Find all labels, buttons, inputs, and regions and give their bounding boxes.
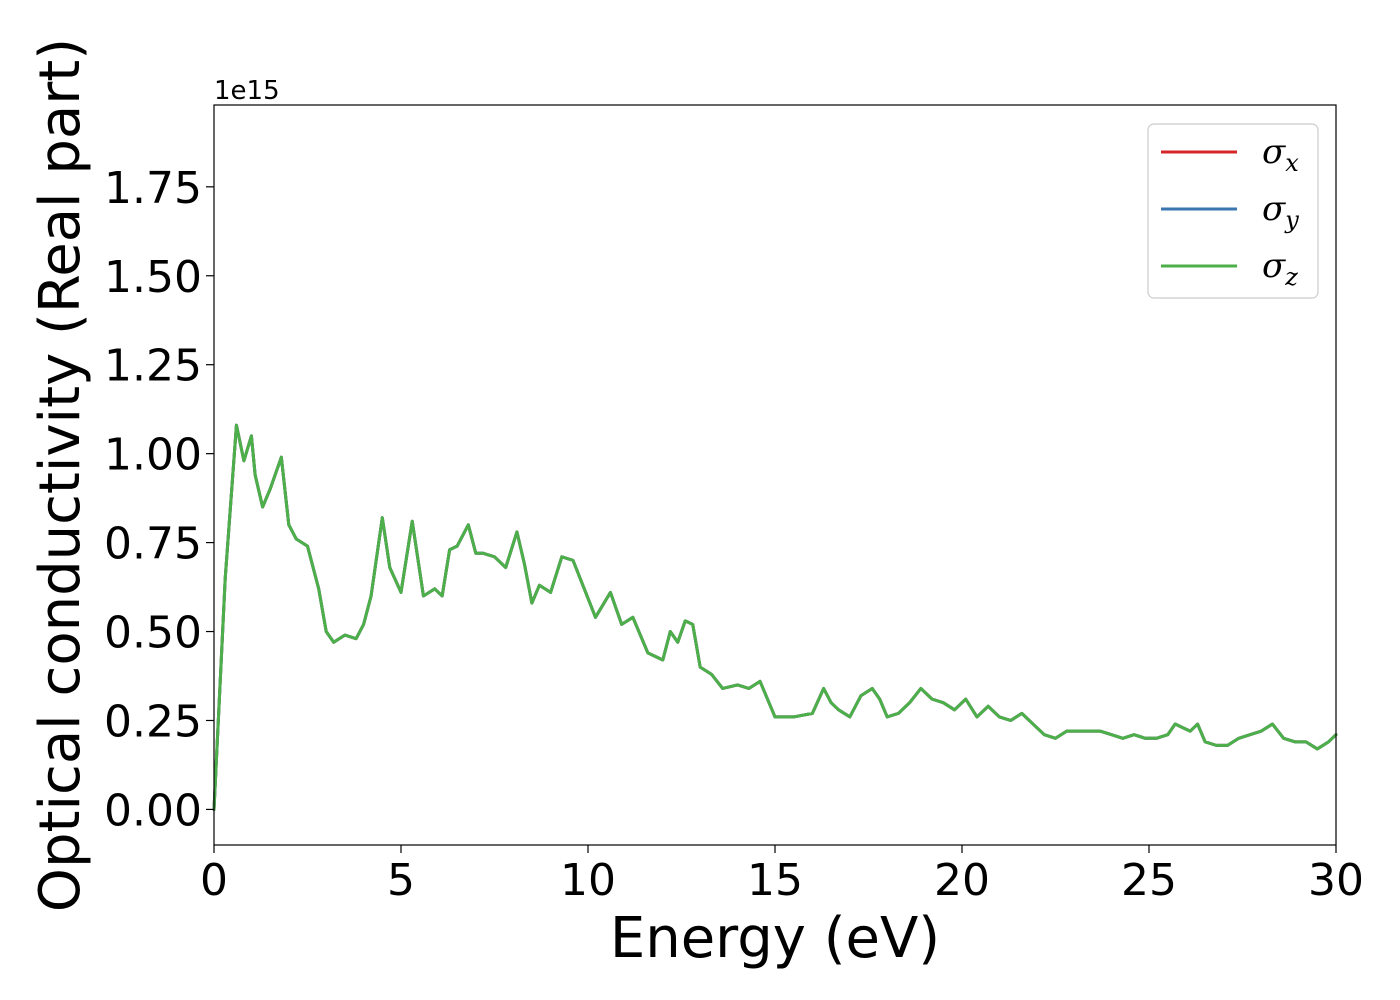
y-tick-label: 0.25 bbox=[104, 696, 202, 747]
x-axis-title: Energy (eV) bbox=[610, 906, 940, 971]
x-tick-label: 5 bbox=[387, 855, 415, 906]
legend-label: σx bbox=[1262, 132, 1299, 177]
y-tick-label: 1.50 bbox=[104, 252, 202, 303]
y-tick-label: 1.75 bbox=[104, 163, 202, 214]
legend-label: σy bbox=[1262, 189, 1299, 234]
y-tick-label: 1.00 bbox=[104, 430, 202, 481]
y-axis-ticks: 0.00 0.25 0.50 0.75 1.00 1.25 1.50 1.75 bbox=[104, 163, 214, 836]
y-offset-label: 1e15 bbox=[214, 76, 280, 106]
x-tick-label: 10 bbox=[560, 855, 616, 906]
plot-layer bbox=[212, 423, 1338, 811]
legend-box bbox=[1147, 123, 1319, 299]
series-line-σz bbox=[212, 423, 1338, 811]
x-tick-label: 25 bbox=[1121, 855, 1177, 906]
x-tick-label: 0 bbox=[200, 855, 228, 906]
y-tick-label: 1.25 bbox=[104, 341, 202, 392]
y-tick-label: 0.50 bbox=[104, 608, 202, 659]
x-tick-label: 15 bbox=[747, 855, 803, 906]
y-tick-label: 0.75 bbox=[104, 519, 202, 570]
x-tick-label: 20 bbox=[934, 855, 990, 906]
legend: σx σy σz bbox=[1147, 123, 1319, 299]
x-axis-ticks: 0 5 10 15 20 25 30 bbox=[200, 845, 1364, 906]
legend-label: σz bbox=[1262, 246, 1298, 291]
x-tick-label: 30 bbox=[1308, 855, 1364, 906]
y-tick-label: 0.00 bbox=[104, 785, 202, 836]
y-axis-title: Optical conductivity (Real part) bbox=[28, 38, 93, 912]
